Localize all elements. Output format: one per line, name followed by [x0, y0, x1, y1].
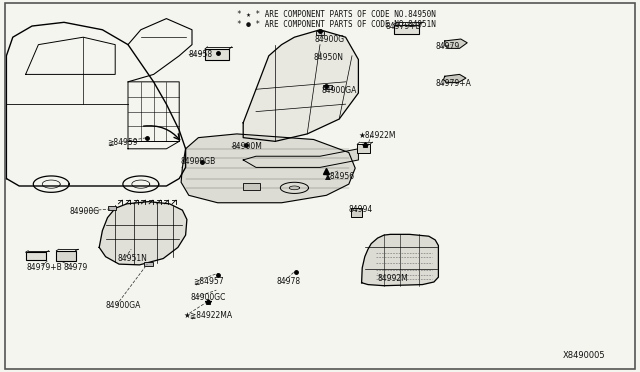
- Polygon shape: [99, 202, 187, 265]
- Bar: [108, 206, 116, 210]
- Text: 84979+A: 84979+A: [435, 79, 471, 88]
- Text: 84979+B: 84979+B: [27, 263, 63, 272]
- Text: * ★ * ARE COMPONENT PARTS OF CODE NO.84950N: * ★ * ARE COMPONENT PARTS OF CODE NO.849…: [237, 10, 436, 19]
- Text: 84979: 84979: [64, 263, 88, 272]
- Text: 84958: 84958: [189, 50, 213, 59]
- Text: * ● * ARE COMPONENT PARTS OF CODE NO.84951N: * ● * ARE COMPONENT PARTS OF CODE NO.849…: [237, 20, 436, 29]
- Polygon shape: [243, 149, 358, 167]
- Text: ≩84957: ≩84957: [193, 276, 224, 285]
- Text: 84900GB: 84900GB: [180, 157, 216, 166]
- Text: ★84922M: ★84922M: [358, 131, 396, 140]
- Text: 84900M: 84900M: [232, 142, 262, 151]
- Text: 84951N: 84951N: [117, 254, 147, 263]
- Bar: [205, 49, 229, 60]
- Bar: [144, 262, 153, 266]
- Bar: [243, 183, 260, 190]
- Bar: [323, 85, 332, 89]
- Text: ★≩84922MA: ★≩84922MA: [183, 311, 232, 320]
- Text: 84900GA: 84900GA: [321, 86, 356, 94]
- Polygon shape: [362, 234, 438, 286]
- Polygon shape: [445, 39, 467, 48]
- Text: 84900G: 84900G: [69, 207, 99, 216]
- Bar: [357, 144, 370, 153]
- Text: 84979: 84979: [435, 42, 460, 51]
- Bar: [316, 31, 324, 35]
- Text: 84900GC: 84900GC: [191, 293, 226, 302]
- Polygon shape: [444, 74, 466, 83]
- Bar: [351, 208, 362, 217]
- Bar: [394, 25, 419, 34]
- Text: 84979+B: 84979+B: [385, 22, 421, 31]
- Text: 84950N: 84950N: [314, 53, 344, 62]
- Bar: [56, 251, 76, 261]
- Text: 84900G: 84900G: [315, 35, 345, 44]
- Text: ▲84956: ▲84956: [325, 171, 355, 180]
- Text: 84994: 84994: [349, 205, 373, 214]
- Polygon shape: [181, 134, 355, 203]
- Text: X8490005: X8490005: [563, 351, 606, 360]
- Text: ≩84959: ≩84959: [108, 138, 138, 147]
- Bar: [26, 252, 46, 260]
- Text: 84978: 84978: [276, 277, 301, 286]
- Text: 84900GA: 84900GA: [106, 301, 141, 310]
- Text: 84992M: 84992M: [378, 274, 408, 283]
- Polygon shape: [243, 30, 358, 141]
